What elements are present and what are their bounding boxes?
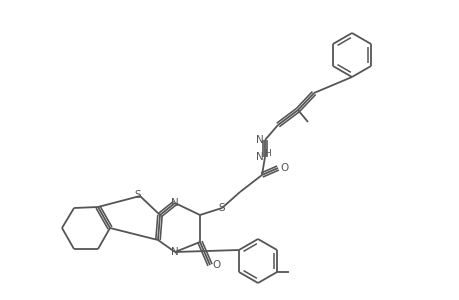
Text: N: N [171, 247, 179, 257]
Text: O: O [280, 163, 289, 173]
Text: S: S [218, 203, 225, 213]
Text: N: N [171, 198, 179, 208]
Text: O: O [213, 260, 221, 270]
Text: S: S [134, 190, 141, 200]
Text: H: H [264, 148, 271, 158]
Text: N: N [256, 152, 263, 162]
Text: N: N [256, 135, 263, 145]
